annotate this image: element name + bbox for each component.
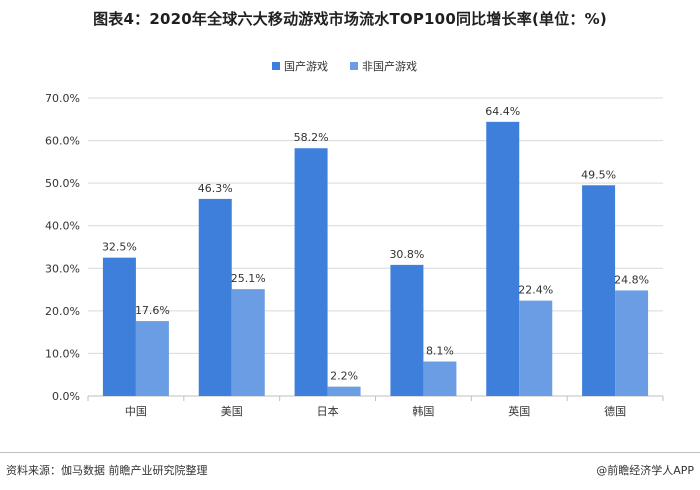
gridlines	[88, 97, 663, 354]
data-label: 8.1%	[426, 345, 454, 358]
brand-credit: @前瞻经济学人APP	[596, 464, 694, 477]
bar-foreign	[615, 290, 649, 396]
chart-title: 图表4：2020年全球六大移动游戏市场流水TOP100同比增长率(单位：%)	[93, 10, 607, 28]
source-note: 资料来源：伽马数据 前瞻产业研究院整理	[6, 464, 208, 477]
bar-domestic	[582, 185, 616, 396]
data-label: 2.2%	[330, 370, 358, 383]
data-label: 49.5%	[581, 168, 616, 181]
bar-domestic	[102, 257, 136, 396]
legend: 国产游戏 非国产游戏	[272, 59, 417, 73]
bar-domestic	[294, 148, 328, 396]
bar-foreign	[135, 321, 169, 396]
axes: 0.0% 10.0% 20.0% 30.0% 40.0% 50.0% 60.0% 70.0% 中…	[45, 92, 664, 418]
y-tick-label: 0.0%	[52, 390, 80, 403]
x-tick-label: 中国	[125, 405, 147, 418]
x-tick-label: 日本	[317, 404, 339, 418]
x-tick-label: 韩国	[412, 404, 434, 418]
y-tick-label: 10.0%	[45, 347, 80, 360]
x-tick-label: 美国	[221, 405, 243, 418]
y-tick-label: 60.0%	[45, 135, 80, 148]
x-tick-label: 英国	[508, 404, 530, 418]
data-label: 64.4%	[485, 105, 520, 118]
y-tick-label: 70.0%	[45, 92, 80, 105]
bars	[102, 121, 649, 396]
y-tick-label: 50.0%	[45, 177, 80, 190]
bar-domestic	[390, 264, 424, 396]
data-label: 22.4%	[518, 284, 553, 297]
bar-domestic	[486, 121, 520, 396]
data-label: 32.5%	[102, 241, 137, 254]
y-tick-label: 30.0%	[45, 262, 80, 275]
bar-foreign	[327, 386, 361, 396]
bar-foreign	[519, 300, 553, 396]
footer: 资料来源：伽马数据 前瞻产业研究院整理 @前瞻经济学人APP	[0, 452, 700, 486]
legend-swatch-foreign	[350, 62, 358, 70]
x-tick-label: 德国	[604, 404, 626, 418]
legend-swatch-domestic	[272, 62, 280, 70]
y-tick-label: 20.0%	[45, 305, 80, 318]
data-label: 46.3%	[198, 182, 233, 195]
legend-label-foreign: 非国产游戏	[362, 59, 417, 73]
data-label: 17.6%	[135, 304, 170, 317]
data-labels: 32.5% 17.6% 46.3% 25.1% 58.2% 2.2% 30.8% 8.1% 64…	[102, 105, 649, 383]
data-label: 30.8%	[389, 248, 424, 261]
bar-foreign	[423, 361, 457, 396]
legend-label-domestic: 国产游戏	[284, 59, 328, 73]
data-label: 24.8%	[614, 273, 649, 286]
y-tick-label: 40.0%	[45, 220, 80, 233]
bar-domestic	[198, 198, 232, 396]
data-label: 58.2%	[294, 131, 329, 144]
bar-foreign	[231, 289, 265, 396]
data-label: 25.1%	[231, 272, 266, 285]
